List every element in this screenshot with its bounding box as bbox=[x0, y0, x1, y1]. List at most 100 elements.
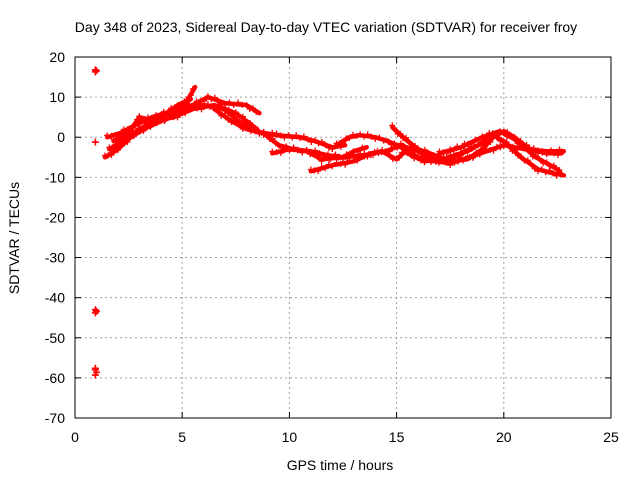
data-point bbox=[91, 138, 99, 146]
data-point bbox=[285, 132, 292, 139]
data-point bbox=[289, 134, 296, 141]
x-tick-label: 0 bbox=[71, 429, 79, 445]
y-tick-label: -50 bbox=[45, 330, 65, 346]
data-point bbox=[540, 160, 547, 167]
data-point bbox=[221, 112, 228, 119]
data-point bbox=[112, 144, 119, 151]
data-point bbox=[234, 99, 241, 106]
data-point bbox=[329, 163, 336, 170]
data-point bbox=[189, 85, 196, 92]
data-point bbox=[397, 130, 404, 137]
data-point bbox=[204, 101, 211, 108]
data-point bbox=[324, 151, 331, 158]
data-point bbox=[215, 97, 222, 104]
data-point bbox=[132, 127, 139, 134]
data-point bbox=[538, 166, 545, 173]
data-point bbox=[304, 136, 311, 143]
data-point bbox=[350, 131, 357, 138]
data-point bbox=[443, 150, 450, 157]
data-point bbox=[246, 105, 253, 112]
data-point bbox=[482, 133, 489, 140]
data-point bbox=[214, 108, 221, 115]
x-tick-label: 25 bbox=[603, 429, 619, 445]
data-point bbox=[149, 117, 156, 124]
data-point bbox=[294, 147, 301, 154]
data-point bbox=[523, 144, 530, 151]
data-point bbox=[546, 167, 553, 174]
data-point bbox=[263, 131, 270, 138]
data-point bbox=[119, 139, 126, 146]
data-point bbox=[553, 172, 560, 179]
data-point bbox=[175, 111, 182, 118]
data-point bbox=[211, 104, 218, 111]
data-point bbox=[208, 96, 215, 103]
data-point bbox=[547, 163, 554, 170]
data-point bbox=[340, 154, 346, 161]
data-point bbox=[247, 128, 254, 135]
data-point bbox=[354, 157, 361, 164]
data-point bbox=[539, 148, 546, 155]
data-point bbox=[275, 142, 282, 149]
data-point bbox=[360, 133, 367, 140]
data-point bbox=[411, 155, 418, 162]
data-series bbox=[91, 66, 567, 379]
data-point bbox=[418, 148, 425, 155]
data-point bbox=[318, 158, 325, 165]
x-tick-label: 5 bbox=[178, 429, 186, 445]
data-point bbox=[475, 136, 482, 143]
data-point bbox=[249, 105, 256, 112]
data-point bbox=[440, 149, 447, 156]
data-point bbox=[337, 160, 344, 167]
data-point bbox=[421, 159, 428, 166]
data-points bbox=[179, 101, 344, 153]
data-point bbox=[451, 159, 458, 166]
data-point bbox=[393, 155, 400, 162]
data-point bbox=[487, 139, 494, 146]
data-point bbox=[322, 141, 329, 148]
data-point bbox=[318, 164, 325, 171]
y-tick-label: -20 bbox=[45, 209, 65, 225]
data-point bbox=[364, 153, 371, 160]
data-point bbox=[436, 148, 443, 155]
data-point bbox=[506, 143, 513, 150]
data-points bbox=[436, 129, 563, 174]
data-point bbox=[547, 148, 554, 155]
data-point bbox=[315, 140, 322, 147]
data-point bbox=[277, 132, 284, 139]
data-point bbox=[252, 126, 259, 133]
data-point bbox=[239, 125, 246, 132]
data-point bbox=[269, 135, 276, 142]
data-point bbox=[364, 131, 371, 138]
data-point bbox=[300, 133, 307, 140]
x-tick-label: 10 bbox=[282, 429, 298, 445]
data-point bbox=[299, 149, 306, 156]
data-point bbox=[311, 167, 318, 174]
data-point bbox=[273, 149, 280, 156]
data-point bbox=[293, 132, 300, 139]
y-tick-label: 20 bbox=[49, 49, 65, 65]
data-point bbox=[433, 158, 440, 165]
data-point bbox=[503, 139, 510, 146]
data-point bbox=[425, 156, 432, 163]
data-point bbox=[447, 146, 454, 153]
data-point bbox=[425, 149, 432, 156]
data-point bbox=[550, 162, 557, 169]
data-point bbox=[353, 132, 360, 139]
data-point bbox=[318, 138, 325, 145]
y-tick-label: 0 bbox=[57, 129, 65, 145]
data-point bbox=[290, 144, 297, 151]
data-point bbox=[132, 122, 139, 129]
data-point bbox=[496, 130, 503, 137]
data-point bbox=[108, 152, 115, 159]
data-point bbox=[556, 167, 563, 174]
data-point bbox=[515, 152, 522, 159]
data-point bbox=[415, 145, 422, 152]
data-point bbox=[388, 141, 395, 148]
data-point bbox=[329, 146, 336, 153]
data-point bbox=[232, 118, 239, 125]
axis-ticks bbox=[74, 56, 612, 419]
data-point bbox=[457, 145, 464, 152]
data-point bbox=[92, 368, 100, 376]
data-point bbox=[125, 131, 132, 138]
